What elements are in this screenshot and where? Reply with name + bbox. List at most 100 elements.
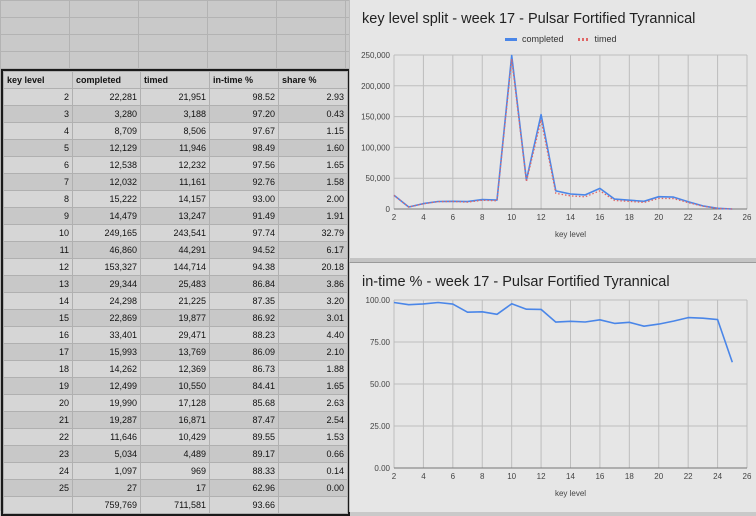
table-cell[interactable]: 87.35	[210, 293, 279, 310]
table-cell[interactable]: 33,401	[73, 327, 141, 344]
table-cell[interactable]: 5	[4, 140, 73, 157]
table-cell[interactable]: 13,247	[141, 208, 210, 225]
table-cell[interactable]: 1,097	[73, 463, 141, 480]
header-in-time-pct[interactable]: in-time %	[210, 72, 279, 89]
table-cell[interactable]: 97.20	[210, 106, 279, 123]
table-cell[interactable]: 93.00	[210, 191, 279, 208]
table-cell[interactable]: 15,222	[73, 191, 141, 208]
table-cell[interactable]: 46,860	[73, 242, 141, 259]
table-cell[interactable]: 19,287	[73, 412, 141, 429]
table-cell[interactable]: 3,188	[141, 106, 210, 123]
table-cell[interactable]: 19,877	[141, 310, 210, 327]
table-cell[interactable]: 86.73	[210, 361, 279, 378]
table-cell[interactable]: 969	[141, 463, 210, 480]
table-cell[interactable]: 88.33	[210, 463, 279, 480]
table-cell[interactable]: 12,499	[73, 378, 141, 395]
table-cell[interactable]: 14,479	[73, 208, 141, 225]
table-cell[interactable]: 243,541	[141, 225, 210, 242]
table-cell[interactable]: 11,946	[141, 140, 210, 157]
table-cell[interactable]: 22	[4, 429, 73, 446]
table-cell[interactable]: 2.54	[279, 412, 348, 429]
table-cell[interactable]: 2.00	[279, 191, 348, 208]
table-cell[interactable]: 19,990	[73, 395, 141, 412]
table-cell[interactable]: 0.66	[279, 446, 348, 463]
table-cell[interactable]: 16	[4, 327, 73, 344]
table-cell[interactable]: 8,709	[73, 123, 141, 140]
table-cell[interactable]: 22,869	[73, 310, 141, 327]
table-cell[interactable]: 0.43	[279, 106, 348, 123]
table-cell[interactable]: 29,344	[73, 276, 141, 293]
table-cell[interactable]: 94.52	[210, 242, 279, 259]
table-cell[interactable]: 2	[4, 89, 73, 106]
table-cell[interactable]: 89.17	[210, 446, 279, 463]
table-cell[interactable]: 6	[4, 157, 73, 174]
table-cell[interactable]: 25,483	[141, 276, 210, 293]
table-cell[interactable]: 10,429	[141, 429, 210, 446]
table-cell[interactable]: 249,165	[73, 225, 141, 242]
table-cell[interactable]: 12,129	[73, 140, 141, 157]
table-cell[interactable]: 10	[4, 225, 73, 242]
table-cell[interactable]: 17,128	[141, 395, 210, 412]
header-share-pct[interactable]: share %	[279, 72, 348, 89]
table-cell[interactable]: 3.86	[279, 276, 348, 293]
table-cell[interactable]: 88.23	[210, 327, 279, 344]
table-cell[interactable]: 2.10	[279, 344, 348, 361]
table-cell[interactable]: 0.14	[279, 463, 348, 480]
table-cell[interactable]: 21	[4, 412, 73, 429]
table-cell[interactable]: 8,506	[141, 123, 210, 140]
table-cell[interactable]: 12,032	[73, 174, 141, 191]
table-cell[interactable]: 29,471	[141, 327, 210, 344]
table-cell[interactable]: 23	[4, 446, 73, 463]
table-cell[interactable]: 62.96	[210, 480, 279, 497]
table-cell[interactable]: 32.79	[279, 225, 348, 242]
table-cell[interactable]: 17	[4, 344, 73, 361]
table-cell[interactable]: 8	[4, 191, 73, 208]
table-cell[interactable]: 2.63	[279, 395, 348, 412]
table-cell[interactable]: 7	[4, 174, 73, 191]
table-cell[interactable]: 0.00	[279, 480, 348, 497]
table-cell[interactable]: 3	[4, 106, 73, 123]
table-cell[interactable]: 20	[4, 395, 73, 412]
in-time-pct-chart[interactable]: in-time % - week 17 - Pulsar Fortified T…	[349, 262, 756, 512]
table-cell[interactable]: 14	[4, 293, 73, 310]
table-cell[interactable]: 97.74	[210, 225, 279, 242]
table-cell[interactable]: 153,327	[73, 259, 141, 276]
table-cell[interactable]: 6.17	[279, 242, 348, 259]
table-cell[interactable]: 1.65	[279, 157, 348, 174]
key-level-split-chart[interactable]: key level split - week 17 - Pulsar Forti…	[349, 0, 756, 259]
table-cell[interactable]: 9	[4, 208, 73, 225]
table-cell[interactable]: 14,157	[141, 191, 210, 208]
table-cell[interactable]: 13,769	[141, 344, 210, 361]
table-cell[interactable]: 17	[141, 480, 210, 497]
table-cell[interactable]: 98.52	[210, 89, 279, 106]
table-cell[interactable]: 3.01	[279, 310, 348, 327]
table-cell[interactable]: 1.65	[279, 378, 348, 395]
table-cell[interactable]: 13	[4, 276, 73, 293]
table-cell[interactable]: 12,232	[141, 157, 210, 174]
spreadsheet-grid[interactable]: key level completed timed in-time % shar…	[0, 0, 350, 511]
table-cell[interactable]: 85.68	[210, 395, 279, 412]
table-cell[interactable]: 11	[4, 242, 73, 259]
table-cell[interactable]: 4.40	[279, 327, 348, 344]
table-cell[interactable]: 86.09	[210, 344, 279, 361]
table-cell[interactable]: 97.56	[210, 157, 279, 174]
header-timed[interactable]: timed	[141, 72, 210, 89]
table-cell[interactable]: 97.67	[210, 123, 279, 140]
table-cell[interactable]: 24	[4, 463, 73, 480]
table-cell[interactable]: 18	[4, 361, 73, 378]
table-cell[interactable]: 3.20	[279, 293, 348, 310]
table-cell[interactable]: 92.76	[210, 174, 279, 191]
table-cell[interactable]: 86.92	[210, 310, 279, 327]
table-cell[interactable]: 19	[4, 378, 73, 395]
table-cell[interactable]: 12,538	[73, 157, 141, 174]
table-cell[interactable]: 2.93	[279, 89, 348, 106]
table-cell[interactable]: 15,993	[73, 344, 141, 361]
table-cell[interactable]: 1.58	[279, 174, 348, 191]
table-cell[interactable]: 24,298	[73, 293, 141, 310]
table-cell[interactable]: 1.15	[279, 123, 348, 140]
table-cell[interactable]: 1.91	[279, 208, 348, 225]
table-cell[interactable]: 20.18	[279, 259, 348, 276]
table-cell[interactable]: 91.49	[210, 208, 279, 225]
table-cell[interactable]: 1.53	[279, 429, 348, 446]
table-cell[interactable]: 4	[4, 123, 73, 140]
